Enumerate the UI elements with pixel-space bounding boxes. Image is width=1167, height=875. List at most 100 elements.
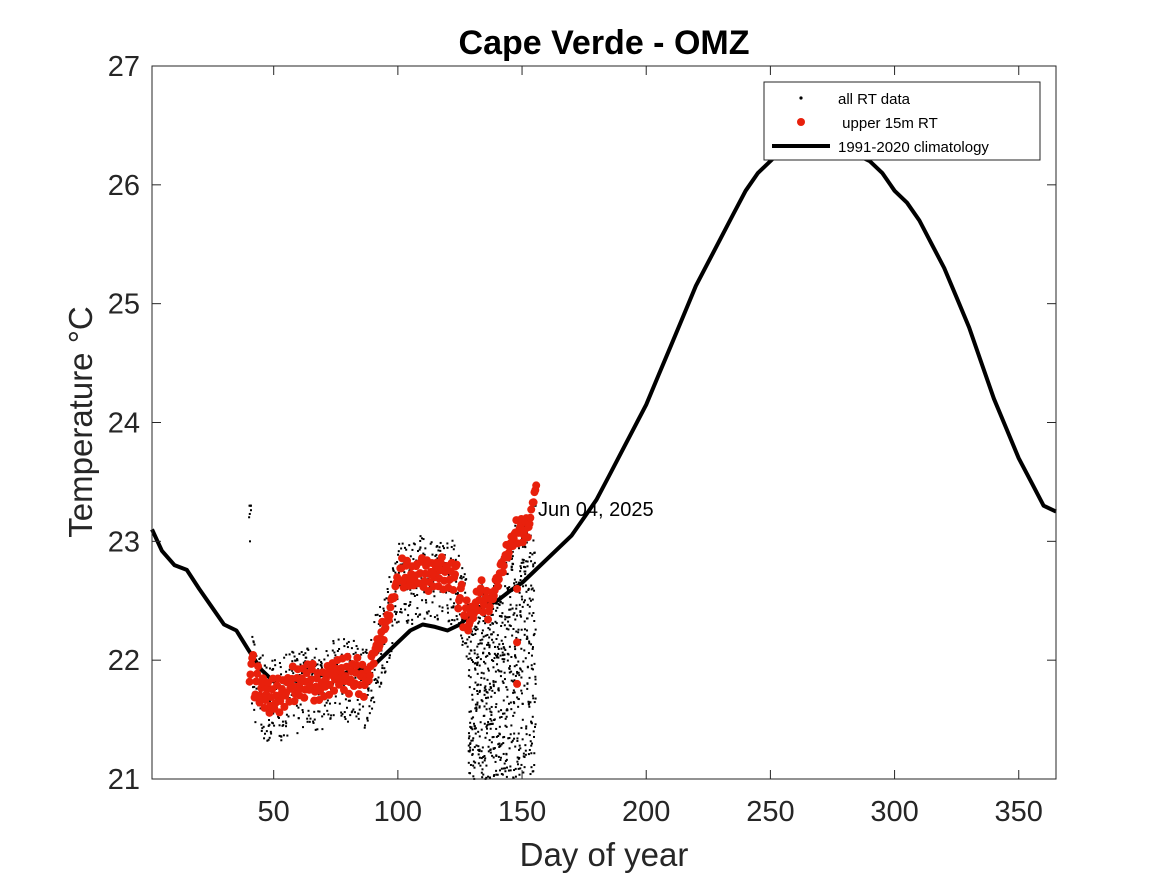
rt-point <box>531 694 534 697</box>
rt-point <box>488 652 491 655</box>
rt-point <box>425 611 428 614</box>
rt-point <box>527 753 530 756</box>
rt-point <box>499 756 502 759</box>
rt-point <box>468 710 471 713</box>
rt-point <box>532 539 535 542</box>
rt-point <box>387 601 390 604</box>
upper15m-point <box>358 660 367 669</box>
rt-point <box>522 752 525 755</box>
rt-point <box>296 658 299 661</box>
rt-point <box>492 680 495 683</box>
rt-point <box>519 614 522 617</box>
rt-point <box>496 652 499 655</box>
rt-point <box>285 653 288 656</box>
rt-point <box>487 723 490 726</box>
rt-point <box>508 645 511 648</box>
rt-point <box>530 667 533 670</box>
rt-point <box>516 739 519 742</box>
rt-point <box>382 607 385 610</box>
rt-point <box>396 561 399 564</box>
rt-point <box>471 739 474 742</box>
rt-point <box>435 553 438 556</box>
rt-point <box>523 628 526 631</box>
rt-point <box>366 694 369 697</box>
rt-point <box>510 656 513 659</box>
x-tick-label: 150 <box>498 796 546 828</box>
rt-point <box>530 721 533 724</box>
rt-point <box>446 604 449 607</box>
rt-point <box>309 717 312 720</box>
legend-marker-upper15m <box>797 118 805 126</box>
rt-point <box>436 614 439 617</box>
upper15m-point <box>513 638 522 647</box>
rt-point <box>482 651 485 654</box>
rt-point <box>305 656 308 659</box>
rt-point <box>500 670 503 673</box>
rt-point <box>478 735 481 738</box>
rt-point <box>496 663 499 666</box>
rt-point <box>340 714 343 717</box>
rt-point <box>488 646 491 649</box>
rt-point <box>492 747 495 750</box>
rt-point <box>277 716 280 719</box>
rt-point <box>267 738 270 741</box>
rt-point <box>441 610 444 613</box>
rt-point <box>488 776 491 779</box>
rt-point <box>269 700 272 703</box>
rt-point <box>467 674 470 677</box>
rt-point <box>498 716 501 719</box>
rt-point <box>450 545 453 548</box>
rt-point <box>488 636 491 639</box>
rt-point <box>517 705 520 708</box>
rt-point <box>383 598 386 601</box>
rt-point <box>403 546 406 549</box>
rt-point <box>506 572 509 575</box>
rt-point <box>291 650 294 653</box>
rt-point <box>312 720 315 723</box>
rt-point <box>495 609 498 612</box>
rt-point <box>531 715 534 718</box>
rt-point <box>373 701 376 704</box>
rt-point <box>472 716 475 719</box>
rt-point <box>334 695 337 698</box>
rt-point <box>508 624 511 627</box>
y-tick-label: 21 <box>108 764 140 796</box>
rt-point <box>532 611 535 614</box>
rt-point <box>492 683 495 686</box>
rt-point <box>431 601 434 604</box>
rt-point <box>472 764 475 767</box>
upper15m-point <box>437 553 446 562</box>
rt-point <box>292 714 295 717</box>
rt-point <box>514 618 517 621</box>
rt-point <box>260 729 263 732</box>
rt-point <box>487 643 490 646</box>
rt-point <box>529 773 532 776</box>
legend-label-upper15m: upper 15m RT <box>838 115 938 132</box>
rt-point <box>405 548 408 551</box>
rt-point <box>525 727 528 730</box>
rt-point <box>527 587 530 590</box>
rt-point <box>501 612 504 615</box>
rt-point <box>368 712 371 715</box>
rt-point <box>419 535 422 538</box>
rt-point <box>261 727 264 730</box>
rt-point <box>419 539 422 542</box>
rt-point <box>522 565 525 568</box>
upper15m-point <box>335 680 344 689</box>
rt-point <box>469 676 472 679</box>
rt-point <box>370 697 373 700</box>
rt-point <box>512 777 515 780</box>
upper15m-point <box>390 593 399 602</box>
rt-point <box>419 613 422 616</box>
rt-point <box>418 548 421 551</box>
rt-point <box>476 663 479 666</box>
rt-point <box>397 571 400 574</box>
rt-point <box>494 670 497 673</box>
rt-point <box>503 678 506 681</box>
rt-point <box>529 552 532 555</box>
rt-point <box>531 646 534 649</box>
rt-point <box>520 676 523 679</box>
rt-point <box>520 647 523 650</box>
rt-point <box>478 748 481 751</box>
rt-point <box>503 762 506 765</box>
